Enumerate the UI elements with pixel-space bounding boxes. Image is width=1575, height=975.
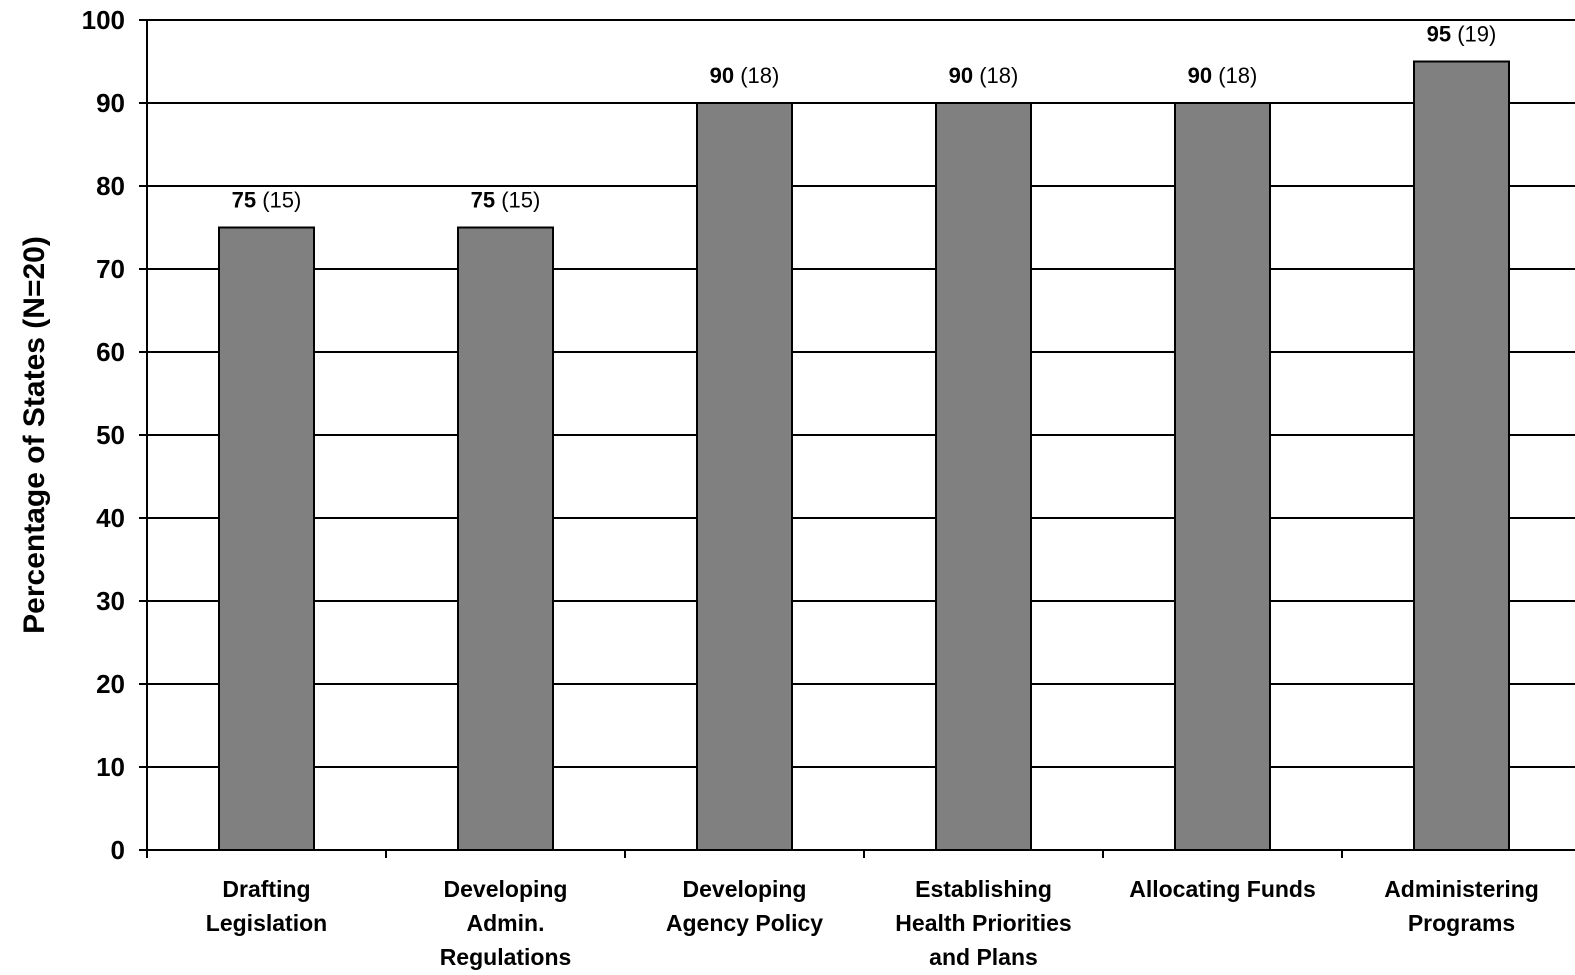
y-tick-label: 50 — [96, 420, 125, 450]
axes — [139, 19, 1575, 858]
y-axis-title: Percentage of States (N=20) — [18, 236, 51, 634]
y-tick-label: 40 — [96, 503, 125, 533]
data-label-5: 90 (18) — [1188, 63, 1258, 88]
bar-2 — [457, 226, 554, 851]
x-tick-label-3: Developing Agency Policy — [666, 876, 823, 936]
y-tick-label: 90 — [96, 88, 125, 118]
y-tick-label: 0 — [111, 835, 125, 865]
x-tick-label-1: Drafting Legislation — [206, 876, 327, 936]
data-labels: 75 (15) 75 (15) 90 (18) 90 (18) 90 (18) 95 (1… — [232, 22, 1497, 213]
gridlines — [147, 19, 1575, 768]
data-label-2: 75 (15) — [471, 188, 541, 213]
x-tick-label-4: Establishing Health Priorities and Plans — [895, 876, 1071, 970]
data-label-6: 95 (19) — [1427, 22, 1497, 47]
y-tick-label: 80 — [96, 171, 125, 201]
y-tick-label: 70 — [96, 254, 125, 284]
bars — [218, 60, 1510, 851]
data-label-3: 90 (18) — [710, 63, 780, 88]
bar-5 — [1174, 102, 1271, 851]
x-tick-label-5: Allocating Funds — [1129, 876, 1316, 902]
y-tick-label: 20 — [96, 669, 125, 699]
y-tick-label: 60 — [96, 337, 125, 367]
data-label-1: 75 (15) — [232, 188, 302, 213]
x-tick-label-2: Developing Admin. Regulations — [440, 876, 572, 970]
x-tick-label-6: Administering Programs — [1384, 876, 1539, 936]
bar-4 — [935, 102, 1032, 851]
x-tick-labels: Drafting Legislation Developing Admin. Regul… — [206, 876, 1539, 970]
data-label-4: 90 (18) — [949, 63, 1019, 88]
bar-3 — [696, 102, 793, 851]
y-tick-label: 30 — [96, 586, 125, 616]
y-tick-label: 100 — [82, 5, 125, 35]
bar-1 — [218, 226, 315, 851]
y-tick-label: 10 — [96, 752, 125, 782]
y-tick-labels: 0 10 20 30 40 50 60 70 80 90 100 — [82, 5, 125, 865]
bar-6 — [1413, 60, 1510, 851]
